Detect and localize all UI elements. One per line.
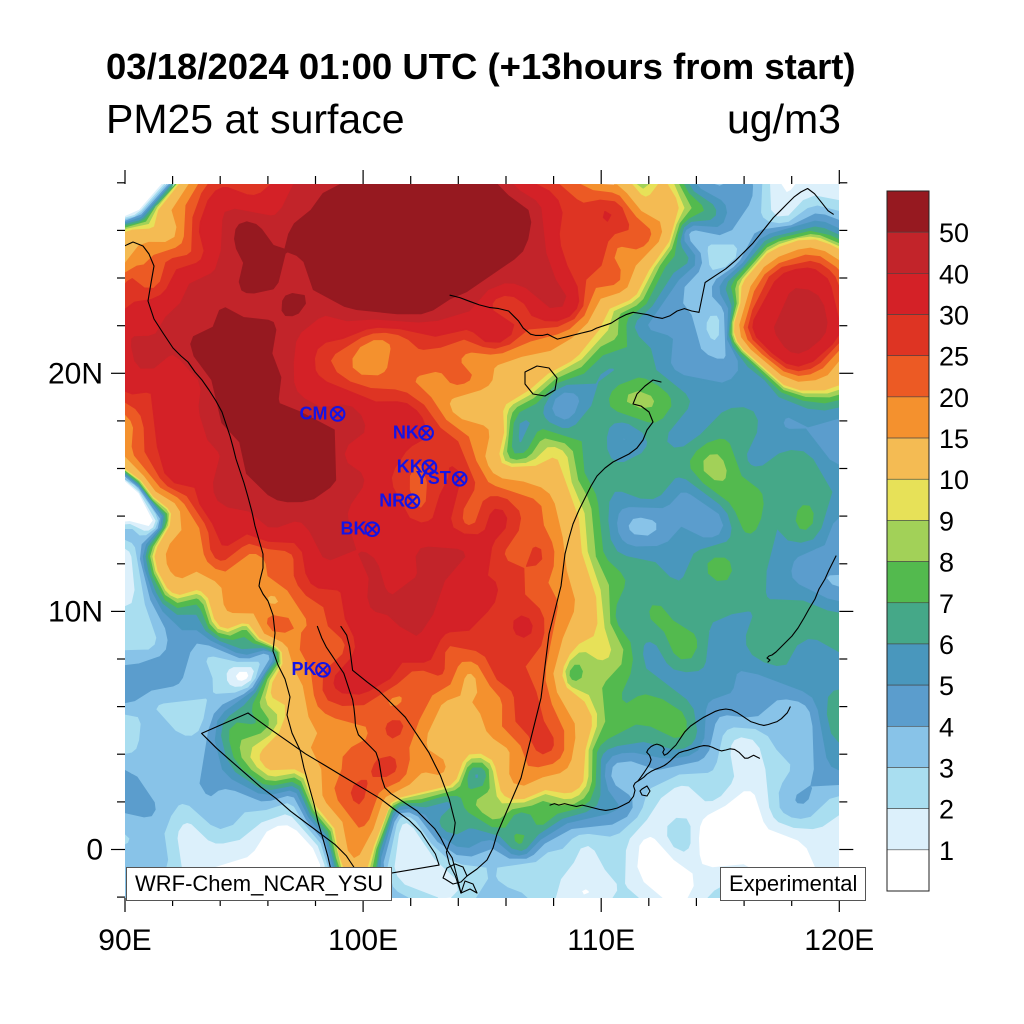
- svg-text:1: 1: [939, 836, 954, 866]
- svg-text:40: 40: [939, 259, 969, 289]
- svg-text:100E: 100E: [328, 924, 398, 957]
- svg-text:110E: 110E: [567, 924, 635, 957]
- svg-text:25: 25: [939, 342, 969, 372]
- svg-text:2: 2: [939, 795, 954, 825]
- svg-text:20N: 20N: [48, 357, 103, 390]
- svg-text:8: 8: [939, 548, 954, 578]
- svg-text:6: 6: [939, 630, 954, 660]
- svg-text:20: 20: [939, 383, 969, 413]
- svg-text:10: 10: [939, 465, 969, 495]
- svg-text:120E: 120E: [804, 924, 874, 957]
- svg-text:50: 50: [939, 218, 969, 248]
- svg-text:0: 0: [86, 834, 103, 867]
- svg-text:7: 7: [939, 589, 954, 619]
- svg-text:30: 30: [939, 301, 969, 331]
- svg-text:3: 3: [939, 753, 954, 783]
- svg-text:5: 5: [939, 671, 954, 701]
- svg-text:10N: 10N: [48, 595, 103, 628]
- svg-text:15: 15: [939, 424, 969, 454]
- svg-text:90E: 90E: [98, 924, 151, 957]
- svg-text:4: 4: [939, 712, 954, 742]
- svg-text:9: 9: [939, 506, 954, 536]
